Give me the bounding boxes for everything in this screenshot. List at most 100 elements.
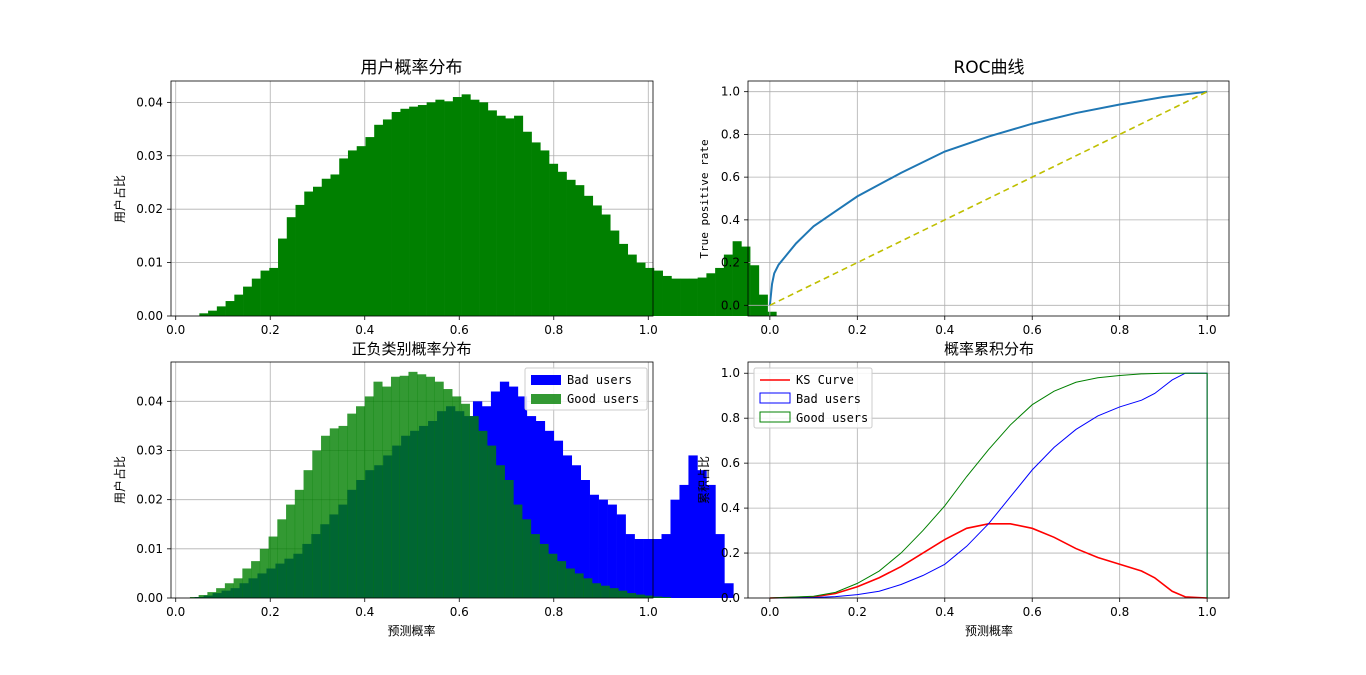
y-axis-label: 累积占比 [696, 456, 711, 504]
good-users-bar [530, 534, 540, 598]
random-baseline-line [769, 90, 1208, 307]
good-users-bar [321, 435, 331, 598]
histogram-bar [470, 99, 480, 317]
legend-label-good-users: Good users [567, 392, 639, 406]
x-tick-label: 1.0 [1198, 605, 1217, 619]
y-tick-label: 0.2 [721, 256, 740, 270]
y-axis-label: 用户占比 [112, 456, 127, 504]
good-users-bar [356, 406, 366, 598]
good-users-bar [539, 543, 549, 598]
y-axis-label: True positive rate [698, 139, 711, 258]
bad-users-bar [625, 534, 635, 598]
y-tick-label: 0.4 [721, 213, 740, 227]
histogram-bar [741, 246, 751, 316]
y-tick-label: 0.01 [136, 256, 163, 270]
good-users-bar [574, 573, 584, 598]
x-tick-label: 0.0 [760, 605, 779, 619]
histogram-bar [444, 101, 454, 316]
bad-users-bar [652, 539, 662, 598]
bad-users-bar [580, 480, 590, 598]
plot-frame [170, 80, 654, 317]
bad-users-bar [562, 455, 573, 598]
good-users-bar [303, 470, 313, 598]
good-users-bar [618, 590, 628, 598]
chart-cumulative-distribution: 概率累积分布 预测概率 累积占比 0.0 0.2 0.4 0.6 0.8 1.0 0.0 0.… [696, 340, 1230, 638]
histogram-bar [417, 105, 427, 316]
y-tick-label: 0.04 [136, 394, 163, 408]
histogram-bar [347, 150, 358, 316]
histogram-bar [435, 99, 445, 317]
good-users-bar [600, 585, 610, 598]
good-users-bar [522, 519, 532, 598]
histogram-bar [767, 311, 777, 316]
y-tick-label: 0.4 [721, 501, 740, 515]
bad-users-bar [634, 539, 644, 598]
legend-swatch-bad-users [759, 392, 791, 404]
x-axis-label: 预测概率 [387, 623, 435, 638]
good-users-bar [224, 583, 234, 598]
x-axis-label: 预测概率 [965, 623, 1013, 638]
good-users-bar [233, 578, 243, 598]
y-tick-label: 0.02 [136, 493, 163, 507]
y-tick-label: 0.01 [136, 542, 163, 556]
good-users-bar [216, 588, 226, 598]
y-tick-label: 0.2 [721, 546, 740, 560]
ks-curve-line [769, 523, 1208, 599]
good-users-bar [495, 465, 505, 598]
good-users-bar [417, 374, 427, 598]
histogram-bar [278, 238, 288, 316]
x-tick-label: 0.4 [935, 605, 954, 619]
histogram-bar [566, 179, 576, 316]
chart-class-probability-distribution: 正负类别概率分布 预测概率 用户占比 0.0 0.2 0.4 0.6 0.8 1.0 0.0… [112, 340, 734, 638]
histogram-bar [330, 174, 340, 316]
histogram-bar [645, 267, 655, 316]
histogram-bar [234, 294, 244, 316]
histogram-bar [199, 313, 209, 316]
good-users-bar [487, 445, 497, 598]
legend-label-bad-users: Bad users [567, 373, 632, 387]
good-users-bar [364, 396, 374, 598]
good-users-bar [382, 386, 392, 598]
histogram-bar [531, 142, 541, 316]
histogram-bar [216, 306, 226, 316]
y-tick-label: 0.04 [136, 95, 163, 109]
legend-label-bad-users-cdf: Bad users [796, 392, 861, 406]
good-users-bar [189, 597, 199, 598]
y-tick-label: 0.6 [721, 170, 740, 184]
good-users-cdf-line [769, 372, 1208, 599]
x-tick-label: 0.6 [450, 323, 469, 337]
good-users-bar [469, 416, 479, 598]
bad-users-bar [697, 470, 707, 598]
legend-swatch-good-users [759, 411, 791, 423]
histogram-bar [540, 150, 550, 316]
good-users-bar [583, 578, 593, 598]
bad-users-bar [670, 499, 680, 598]
histogram-bar [391, 111, 401, 317]
good-users-bar [565, 568, 575, 598]
bad-users-bar [571, 465, 581, 598]
histogram-bar [496, 115, 506, 316]
good-users-bar [294, 489, 304, 598]
bad-users-cdf-line [769, 372, 1208, 599]
chart-title: 用户概率分布 [361, 58, 463, 78]
y-tick-label: 1.0 [721, 366, 740, 380]
good-users-bar [286, 504, 296, 598]
good-users-bar [592, 583, 602, 598]
good-users-bar [373, 381, 383, 598]
good-users-bar [329, 428, 339, 598]
y-tick-label: 0.6 [721, 456, 740, 470]
histogram-bar [549, 163, 559, 316]
legend-label-good-users-cdf: Good users [796, 411, 868, 425]
bad-users-bar [607, 504, 617, 598]
histogram-bar [706, 273, 716, 316]
bad-users-bar [598, 499, 608, 598]
x-tick-label: 0.0 [166, 323, 185, 337]
histogram-bar [251, 278, 261, 316]
good-users-bar [242, 568, 252, 598]
good-users-bar [644, 595, 654, 598]
x-tick-label: 1.0 [639, 323, 658, 337]
chart-user-probability-distribution: 用户概率分布 用户占比 0.0 0.2 0.4 0.6 0.8 1.0 0.00 0.01 0.… [112, 58, 777, 337]
histogram-bar [400, 108, 410, 316]
x-tick-label: 1.0 [639, 605, 658, 619]
good-users-bar [627, 593, 637, 598]
